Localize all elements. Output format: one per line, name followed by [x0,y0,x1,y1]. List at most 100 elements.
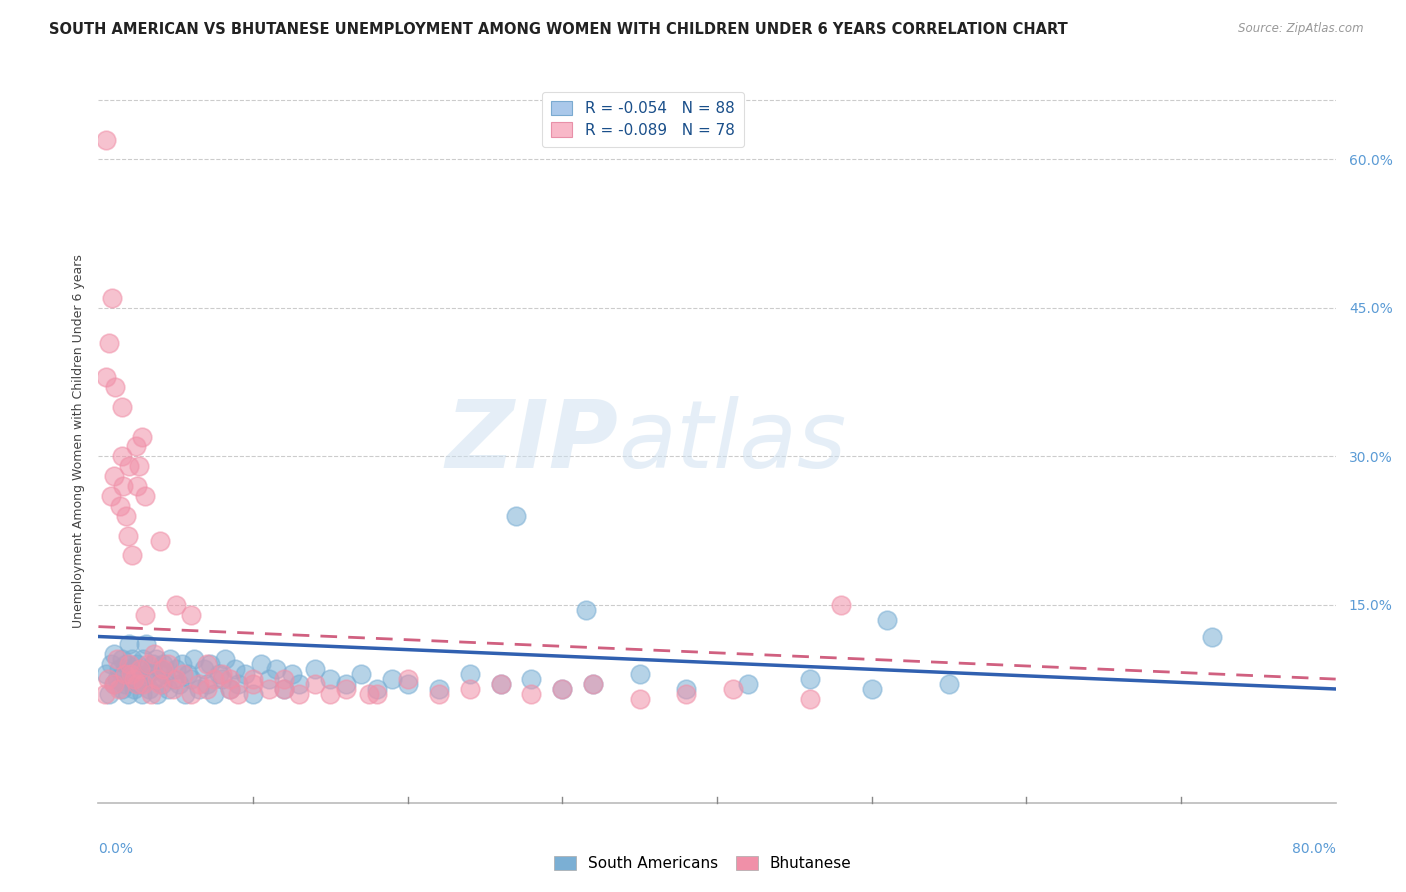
Point [273,672,295,686]
Point [319,687,342,701]
Point [211,667,233,681]
Point [136,657,159,672]
Point [188,681,211,696]
Point [96,370,118,384]
Point [193,662,215,676]
Point [489,677,512,691]
Point [242,687,264,701]
Point [149,662,172,676]
Point [799,691,821,706]
Point [335,677,357,691]
Point [97,672,120,686]
Point [127,479,149,493]
Point [153,667,176,681]
Point [628,667,651,681]
Point [100,657,122,672]
Point [100,489,122,503]
Point [177,667,200,681]
Point [124,667,146,681]
Point [103,677,125,691]
Point [211,672,233,686]
Point [427,681,450,696]
Point [129,662,152,676]
Point [118,657,141,672]
Point [93,687,115,701]
Point [208,667,231,681]
Point [224,662,246,676]
Point [264,662,288,676]
Point [107,681,129,696]
Point [574,603,596,617]
Point [551,681,574,696]
Point [174,687,197,701]
Point [105,652,128,666]
Point [108,499,131,513]
Point [288,677,311,691]
Legend: R = -0.054   N = 88, R = -0.089   N = 78: R = -0.054 N = 88, R = -0.089 N = 78 [541,92,744,147]
Point [117,528,139,542]
Point [737,677,759,691]
Text: 0.0%: 0.0% [98,842,134,855]
Point [188,677,211,691]
Text: ZIP: ZIP [446,395,619,488]
Point [111,681,132,696]
Point [103,469,125,483]
Point [120,672,142,686]
Point [582,677,605,691]
Point [115,508,138,523]
Point [304,662,326,676]
Point [551,681,574,696]
Point [135,637,157,651]
Point [136,667,159,681]
Text: atlas: atlas [619,396,846,487]
Point [830,598,852,612]
Point [180,687,202,701]
Point [118,662,141,676]
Point [233,667,257,681]
Point [103,677,125,691]
Point [103,648,125,662]
Point [143,672,166,686]
Point [427,687,450,701]
Point [458,667,481,681]
Point [112,667,135,681]
Text: SOUTH AMERICAN VS BHUTANESE UNEMPLOYMENT AMONG WOMEN WITH CHILDREN UNDER 6 YEARS: SOUTH AMERICAN VS BHUTANESE UNEMPLOYMENT… [49,22,1069,37]
Point [195,677,218,691]
Point [628,691,651,706]
Point [288,687,311,701]
Point [114,667,136,681]
Point [204,687,226,701]
Point [104,380,127,394]
Point [134,607,156,622]
Point [721,681,744,696]
Point [219,672,242,686]
Point [152,657,174,672]
Point [204,672,226,686]
Point [396,672,419,686]
Point [122,672,145,686]
Point [141,657,165,672]
Point [149,533,172,548]
Point [860,681,883,696]
Point [159,652,181,666]
Point [143,648,166,662]
Point [281,667,304,681]
Point [152,662,174,676]
Point [242,672,264,686]
Point [304,677,326,691]
Point [489,677,512,691]
Point [1201,630,1223,644]
Point [96,133,118,147]
Point [121,549,143,563]
Point [505,508,527,523]
Point [117,687,139,701]
Point [132,677,155,691]
Y-axis label: Unemployment Among Women with Children Under 6 years: Unemployment Among Women with Children U… [72,254,84,629]
Point [98,687,121,701]
Point [118,459,141,474]
Point [146,687,169,701]
Point [98,335,121,350]
Point [219,681,242,696]
Legend: South Americans, Bhutanese: South Americans, Bhutanese [548,849,858,877]
Point [127,657,149,672]
